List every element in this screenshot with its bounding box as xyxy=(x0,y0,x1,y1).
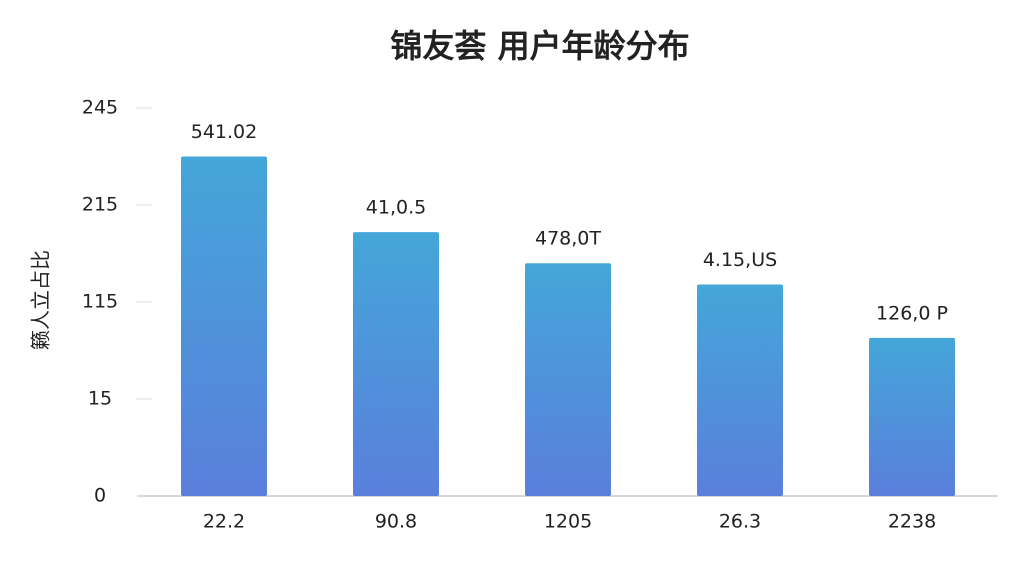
chart-title: 锦友荟 用户年龄分布 xyxy=(390,27,689,65)
x-tick-label: 1205 xyxy=(544,511,592,533)
x-tick-label: 22.2 xyxy=(203,511,245,533)
y-axis-label: 籁人立占比 xyxy=(29,250,53,350)
x-tick-label: 26.3 xyxy=(719,511,761,533)
y-tick-label: 115 xyxy=(82,291,118,313)
x-tick-label: 90.8 xyxy=(375,511,417,533)
bar xyxy=(353,232,439,496)
y-tick-label: 0 xyxy=(94,485,106,507)
y-tick-label: 215 xyxy=(82,194,118,216)
bar-annotation: 478,0T xyxy=(535,228,601,250)
bar-annotation: 41,0.5 xyxy=(366,197,426,219)
bar xyxy=(869,337,955,496)
bar-annotation: 4.15,US xyxy=(703,249,777,271)
bar-annotation: 541.02 xyxy=(191,121,257,143)
y-tick-label: 15 xyxy=(88,388,112,410)
y-tick-label: 245 xyxy=(82,97,118,119)
bar xyxy=(697,284,783,496)
x-tick-label: 2238 xyxy=(888,511,936,533)
bar-annotation: 126,0 P xyxy=(876,302,948,324)
bar xyxy=(181,156,267,496)
bar xyxy=(525,263,611,496)
